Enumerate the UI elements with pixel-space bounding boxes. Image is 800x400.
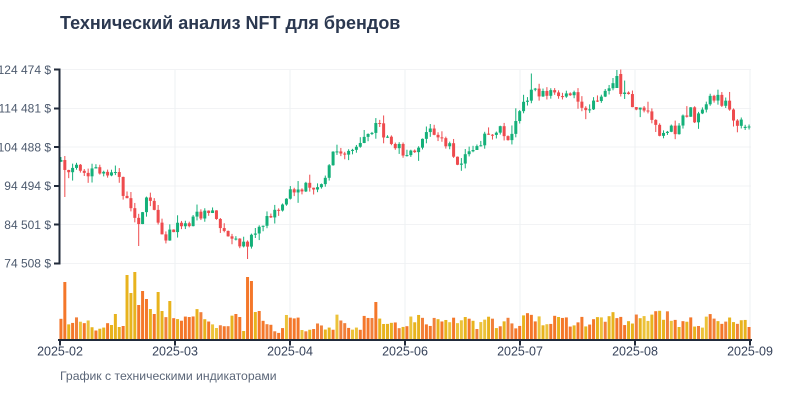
svg-text:2025-04: 2025-04	[267, 345, 313, 359]
svg-text:104 488 $: 104 488 $	[0, 140, 51, 154]
svg-text:2025-02: 2025-02	[37, 345, 83, 359]
svg-text:74 508 $: 74 508 $	[4, 257, 51, 271]
svg-text:2025-08: 2025-08	[612, 345, 658, 359]
svg-text:2025-09: 2025-09	[727, 345, 773, 359]
svg-text:2025-03: 2025-03	[152, 345, 198, 359]
svg-text:2025-06: 2025-06	[382, 345, 428, 359]
svg-text:84 501 $: 84 501 $	[4, 218, 51, 232]
svg-text:114 481 $: 114 481 $	[0, 102, 51, 116]
svg-text:2025-07: 2025-07	[497, 345, 543, 359]
svg-text:124 474 $: 124 474 $	[0, 63, 51, 77]
svg-text:94 494 $: 94 494 $	[4, 179, 51, 193]
